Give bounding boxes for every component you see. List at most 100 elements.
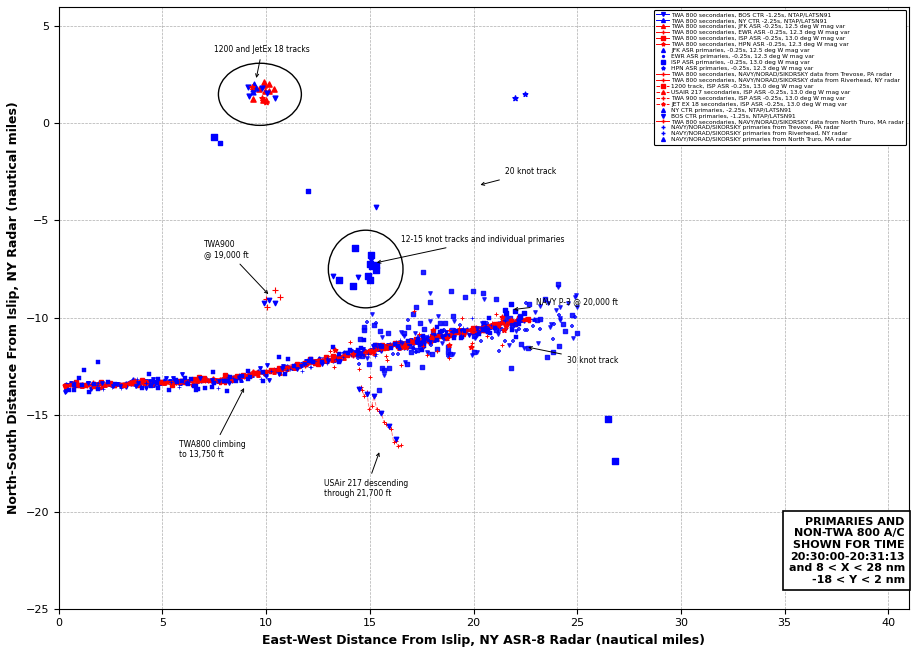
Point — [508, 326, 523, 337]
Point — [430, 346, 444, 356]
Point — [484, 319, 498, 330]
Point — [128, 381, 143, 391]
Point — [282, 363, 297, 373]
Point — [357, 324, 372, 335]
Point — [517, 308, 531, 318]
Point — [511, 324, 526, 334]
Point — [437, 324, 452, 335]
Point — [447, 325, 462, 336]
Point — [256, 376, 270, 387]
Point — [290, 364, 305, 374]
Point — [259, 88, 274, 98]
Point — [376, 365, 391, 375]
Point — [91, 377, 105, 388]
Legend: TWA 800 secondaries, BOS CTR -1.25s, NTAP/LATSN91, TWA 800 secondaries, NY CTR -: TWA 800 secondaries, BOS CTR -1.25s, NTA… — [654, 10, 906, 145]
Point — [365, 260, 379, 271]
Point — [280, 364, 295, 375]
Point — [413, 317, 428, 328]
Point — [409, 347, 423, 358]
Point — [332, 356, 346, 367]
Point — [496, 324, 510, 335]
Point — [401, 336, 416, 346]
Text: PRIMARIES AND
NON-TWA 800 A/C
SHOWN FOR TIME
20:30:00-20:31:13
and 8 < X < 28 nm: PRIMARIES AND NON-TWA 800 A/C SHOWN FOR … — [789, 517, 905, 585]
Point — [245, 84, 260, 95]
Point — [267, 298, 282, 308]
Point — [533, 324, 548, 335]
Point — [368, 260, 383, 270]
Point — [482, 313, 496, 323]
Point — [91, 356, 105, 367]
Point — [552, 310, 567, 320]
Point — [139, 378, 154, 388]
Point — [363, 258, 377, 269]
Point — [222, 378, 236, 388]
Point — [351, 272, 365, 283]
Point — [249, 83, 264, 94]
Point — [481, 326, 496, 337]
Point — [287, 361, 301, 371]
Point — [216, 375, 231, 386]
Point — [410, 337, 425, 347]
Point — [328, 345, 343, 355]
Point — [180, 379, 195, 389]
Point — [438, 330, 453, 341]
Point — [420, 347, 434, 357]
Point — [564, 310, 579, 320]
Point — [442, 324, 456, 335]
Point — [514, 338, 529, 349]
Point — [381, 421, 396, 432]
Point — [546, 334, 561, 344]
Point — [207, 378, 222, 388]
Point — [141, 368, 156, 379]
Point — [374, 408, 388, 419]
Point — [252, 84, 267, 95]
Point — [457, 326, 472, 336]
Point — [254, 374, 268, 385]
Point — [255, 83, 269, 94]
Point — [495, 312, 509, 322]
Point — [417, 324, 431, 334]
Point — [264, 366, 278, 376]
Point — [368, 349, 383, 360]
Point — [150, 377, 165, 388]
Point — [354, 385, 369, 395]
Point — [387, 339, 402, 349]
Point — [485, 332, 499, 343]
Point — [364, 250, 378, 260]
Point — [204, 382, 219, 392]
Point — [530, 338, 545, 349]
Point — [551, 340, 566, 351]
Point — [394, 327, 409, 337]
Point — [415, 331, 430, 341]
Point — [223, 372, 237, 383]
Point — [386, 349, 400, 359]
Text: TWA900
@ 19,000 ft: TWA900 @ 19,000 ft — [204, 240, 267, 294]
Point — [570, 328, 584, 339]
Point — [354, 351, 369, 361]
Point — [388, 436, 403, 446]
Text: USAir 217 descending
through 21,700 ft: USAir 217 descending through 21,700 ft — [324, 453, 409, 498]
Point — [511, 318, 526, 329]
Point — [430, 334, 444, 345]
Point — [332, 349, 346, 359]
Point — [508, 332, 523, 342]
Point — [528, 307, 542, 317]
Point — [345, 350, 360, 360]
Point — [180, 376, 194, 387]
Point — [392, 335, 407, 345]
Point — [333, 356, 347, 367]
Point — [396, 342, 410, 353]
Point — [542, 321, 557, 332]
Point — [406, 309, 420, 320]
Point — [438, 317, 453, 328]
Point — [355, 343, 370, 354]
Point — [399, 341, 414, 352]
Point — [302, 356, 317, 366]
Point — [267, 93, 282, 103]
Point — [409, 345, 424, 355]
Point — [235, 371, 250, 381]
Point — [130, 377, 145, 388]
Point — [128, 381, 143, 392]
Point — [395, 338, 409, 349]
Point — [129, 374, 144, 385]
